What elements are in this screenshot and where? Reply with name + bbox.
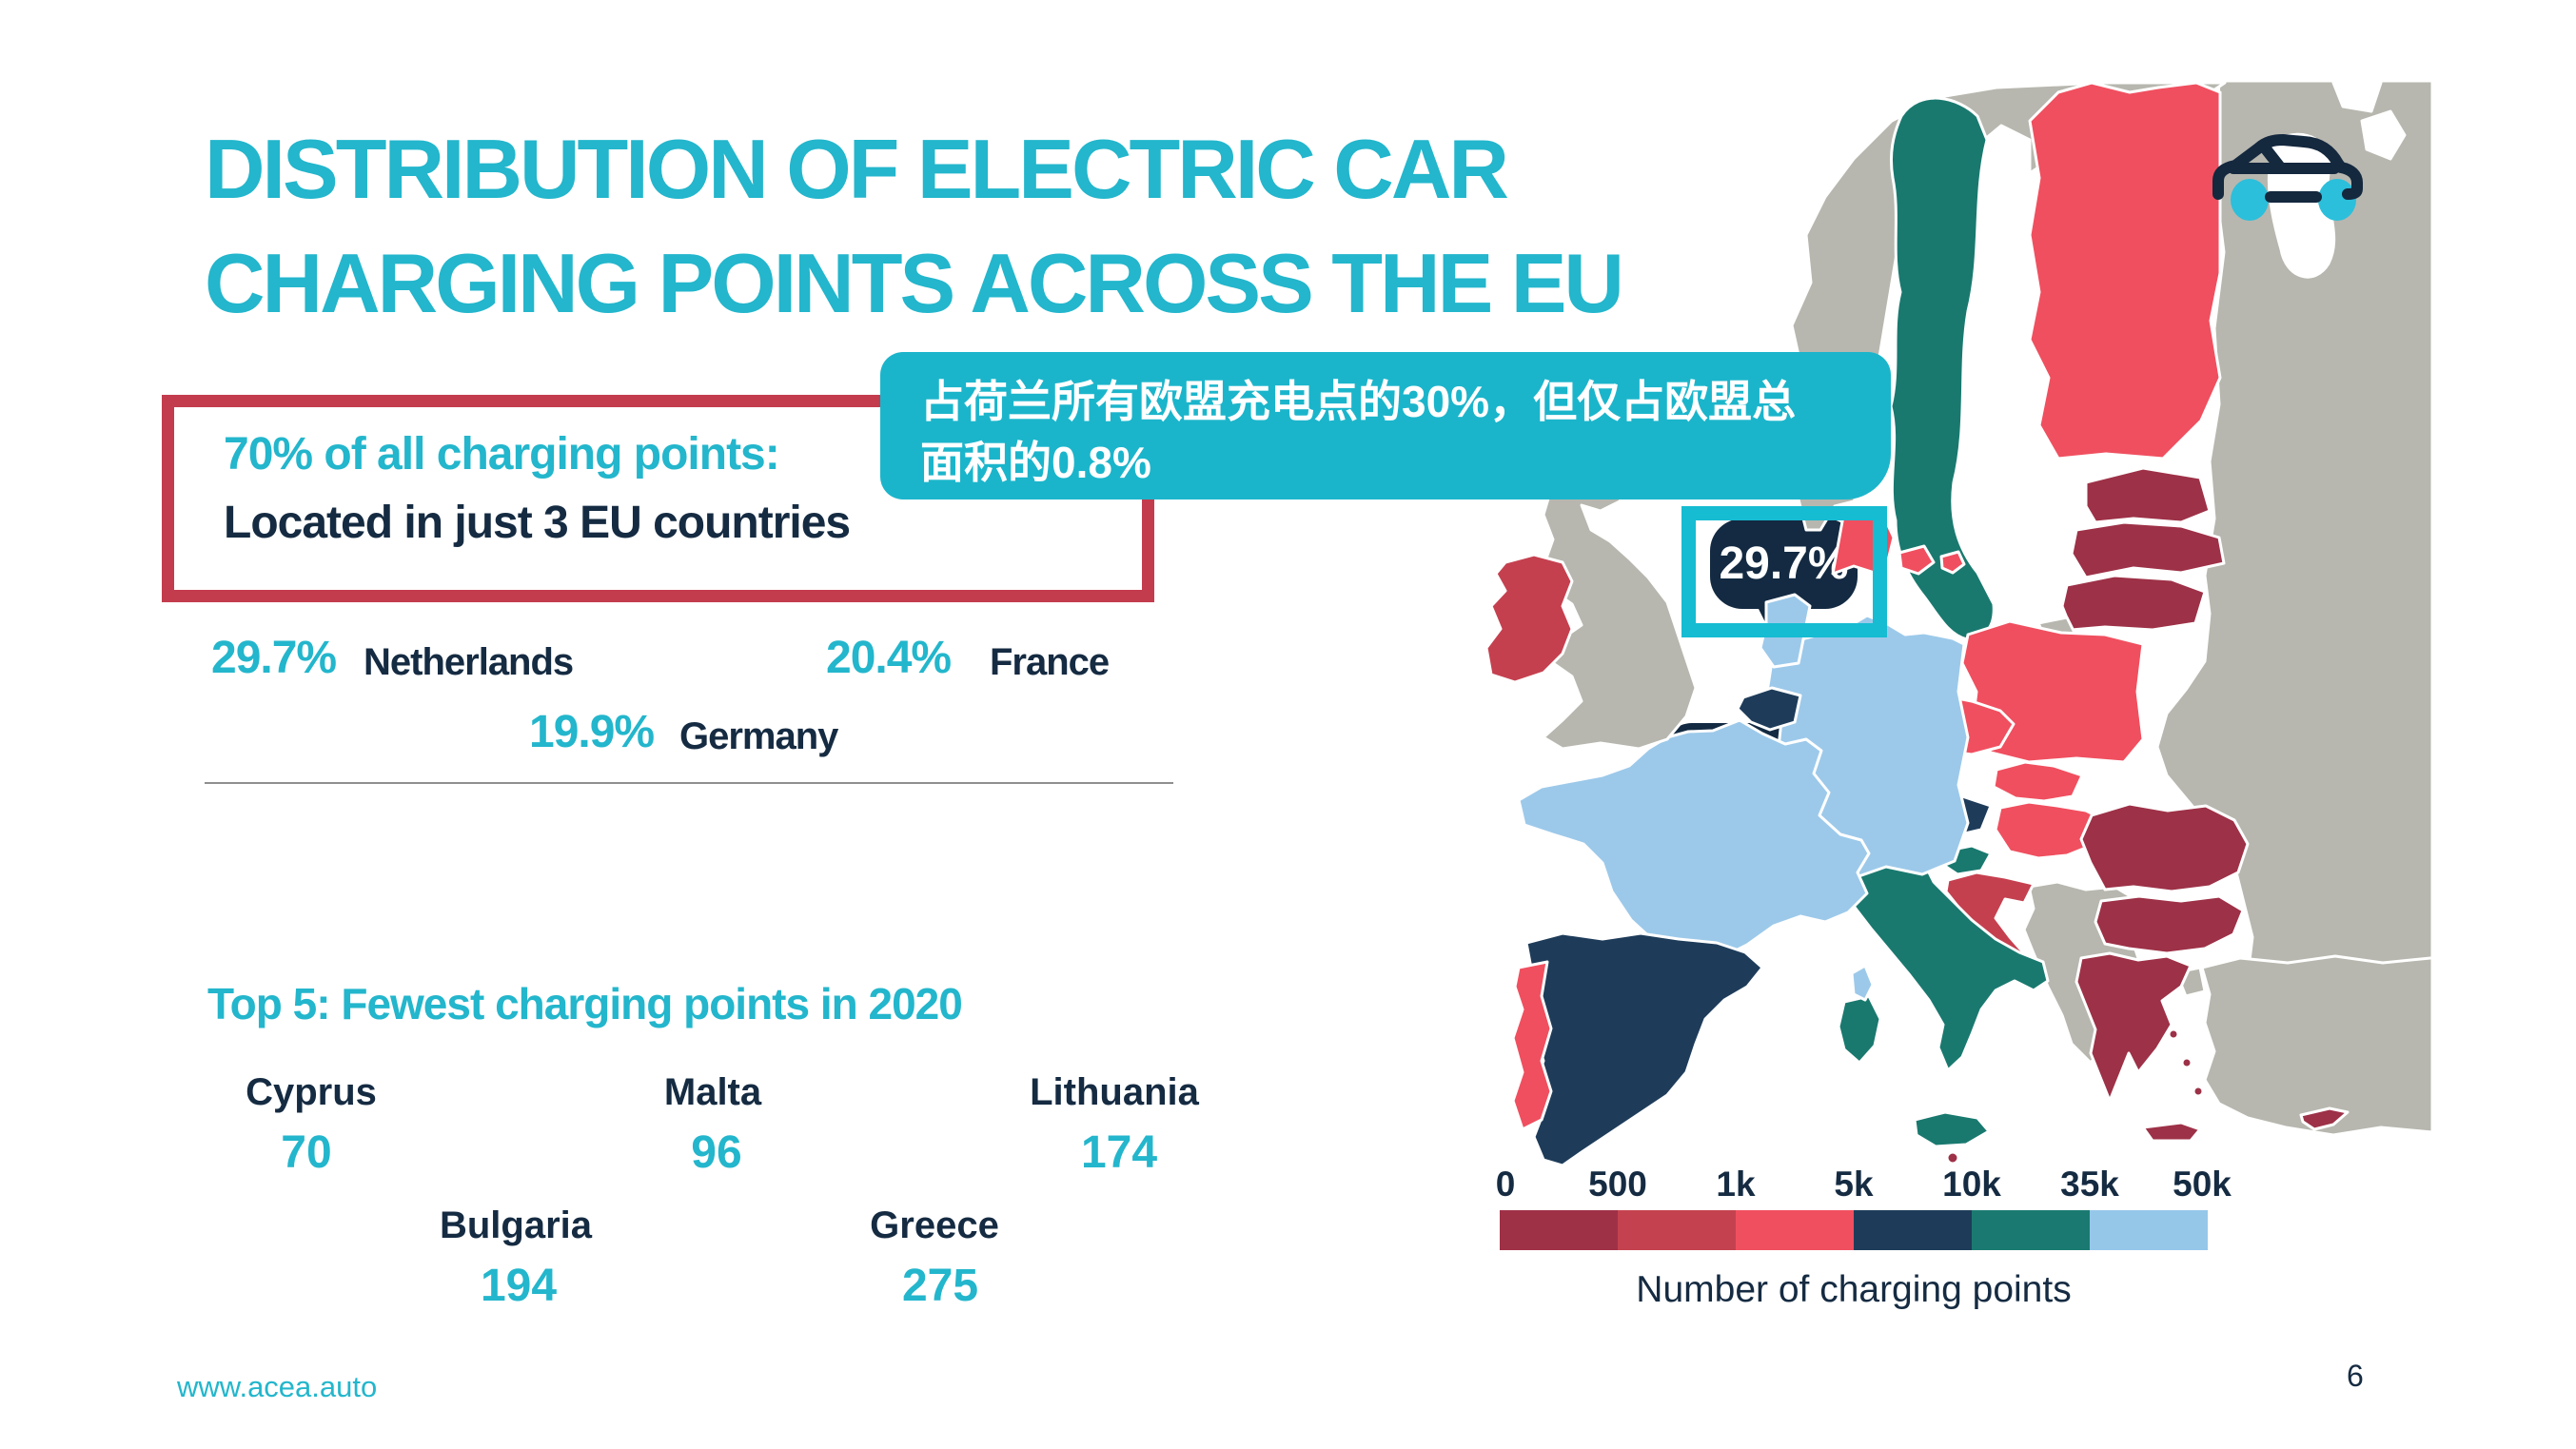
map-pin-netherlands-label: 29.7% xyxy=(1710,519,1858,609)
map-country-bulgaria xyxy=(2094,894,2245,955)
page-title: DISTRIBUTION OF ELECTRIC CAR CHARGING PO… xyxy=(205,112,1624,341)
highlight-box-heading: 70% of all charging points: xyxy=(224,429,780,480)
legend-segment-1k-5k xyxy=(1736,1210,1854,1250)
netherlands-highlight-frame xyxy=(1681,506,1887,637)
legend-tick-50k: 50k xyxy=(2173,1165,2232,1204)
stat-country-france: France xyxy=(990,641,1110,683)
top5-value-malta: 96 xyxy=(691,1127,742,1178)
top5-value-lithuania: 174 xyxy=(1080,1127,1158,1178)
legend-segment-10k-35k xyxy=(1972,1210,2090,1250)
europe-map xyxy=(1485,81,2432,1167)
legend-segment-500-1k xyxy=(1618,1210,1736,1250)
map-danish-island xyxy=(1939,550,1966,575)
top5-country-malta: Malta xyxy=(663,1071,762,1113)
map-country-finland xyxy=(2028,81,2222,460)
map-island-crete xyxy=(2141,1121,2202,1143)
page-title-line2: CHARGING POINTS ACROSS THE EU xyxy=(205,236,1624,330)
map-country-portugal xyxy=(1511,960,1553,1131)
map-lake xyxy=(2331,81,2383,113)
car-wheel-right xyxy=(2318,179,2356,221)
legend-color-bar xyxy=(1500,1210,2208,1250)
legend-tick-10k: 10k xyxy=(1942,1165,2001,1204)
top5-value-greece: 275 xyxy=(901,1261,979,1311)
car-pillar xyxy=(2258,141,2287,174)
legend-tick-500: 500 xyxy=(1588,1165,1647,1204)
top5-value-cyprus: 70 xyxy=(281,1127,332,1178)
map-country-latvia xyxy=(2070,520,2226,579)
callout-text-line1: 占荷兰所有欧盟充电点的30%，但仅占欧盟总 xyxy=(920,377,1797,426)
map-legend: 0 500 1k 5k 10k 35k 50k Number of chargi… xyxy=(1496,1165,2232,1317)
page-number: 6 xyxy=(2347,1359,2364,1393)
map-island-sicily xyxy=(1913,1110,1991,1148)
highlight-box-subheading: Located in just 3 EU countries xyxy=(224,498,851,548)
legend-tick-0: 0 xyxy=(1495,1165,1516,1204)
map-country-ireland xyxy=(1485,553,1574,684)
map-greek-island xyxy=(2167,1028,2180,1041)
map-island-corsica xyxy=(1850,964,1875,1002)
map-lake xyxy=(2360,109,2407,161)
map-country-sweden xyxy=(1889,96,1996,641)
top5-value-bulgaria: 194 xyxy=(480,1261,558,1311)
legend-segment-0-500 xyxy=(1500,1210,1618,1250)
map-greek-island xyxy=(2180,1056,2193,1069)
stat-pct-germany: 19.9% xyxy=(529,707,655,757)
top5-heading: Top 5: Fewest charging points in 2020 xyxy=(207,979,963,1028)
map-country-turkey xyxy=(2200,954,2432,1137)
map-country-romania xyxy=(2079,802,2250,893)
map-country-lithuania xyxy=(2060,574,2207,632)
top5-country-bulgaria: Bulgaria xyxy=(439,1204,593,1246)
legend-tick-1k: 1k xyxy=(1716,1165,1756,1204)
legend-tick-35k: 35k xyxy=(2060,1165,2119,1204)
map-country-belgium xyxy=(1736,686,1802,732)
legend-tick-5k: 5k xyxy=(1834,1165,1874,1204)
map-country-estonia xyxy=(2084,466,2212,524)
footer-link[interactable]: www.acea.auto xyxy=(177,1370,378,1403)
map-country-france xyxy=(1517,718,1871,960)
top5-country-greece: Greece xyxy=(870,1204,999,1246)
map-island-sardinia xyxy=(1837,994,1882,1065)
section-divider xyxy=(205,782,1173,784)
map-country-spain xyxy=(1524,931,1764,1167)
map-danish-island xyxy=(1898,544,1936,576)
top5-country-cyprus: Cyprus xyxy=(246,1071,377,1113)
callout-tooltip: 占荷兰所有欧盟充电点的30%，但仅占欧盟总 面积的0.8% xyxy=(880,352,1891,499)
map-country-cyprus xyxy=(2299,1106,2350,1131)
legend-caption: Number of charging points xyxy=(1636,1269,2072,1310)
map-country-slovakia xyxy=(1992,760,2084,803)
map-greek-island xyxy=(2192,1085,2205,1098)
top5-country-lithuania: Lithuania xyxy=(1030,1071,1199,1113)
electric-car-icon xyxy=(2212,134,2363,221)
legend-segment-35k-50k xyxy=(2090,1210,2208,1250)
car-wheel-left xyxy=(2231,179,2269,221)
legend-segment-5k-10k xyxy=(1854,1210,1972,1250)
callout-text-line2: 面积的0.8% xyxy=(920,438,1151,487)
stat-pct-netherlands: 29.7% xyxy=(211,633,337,683)
stat-country-germany: Germany xyxy=(679,715,838,757)
stat-pct-france: 20.4% xyxy=(826,633,952,683)
map-country-malta xyxy=(1945,1150,1960,1165)
page-title-line1: DISTRIBUTION OF ELECTRIC CAR xyxy=(205,122,1509,216)
stat-country-netherlands: Netherlands xyxy=(364,641,574,683)
map-country-greece xyxy=(2075,951,2193,1103)
